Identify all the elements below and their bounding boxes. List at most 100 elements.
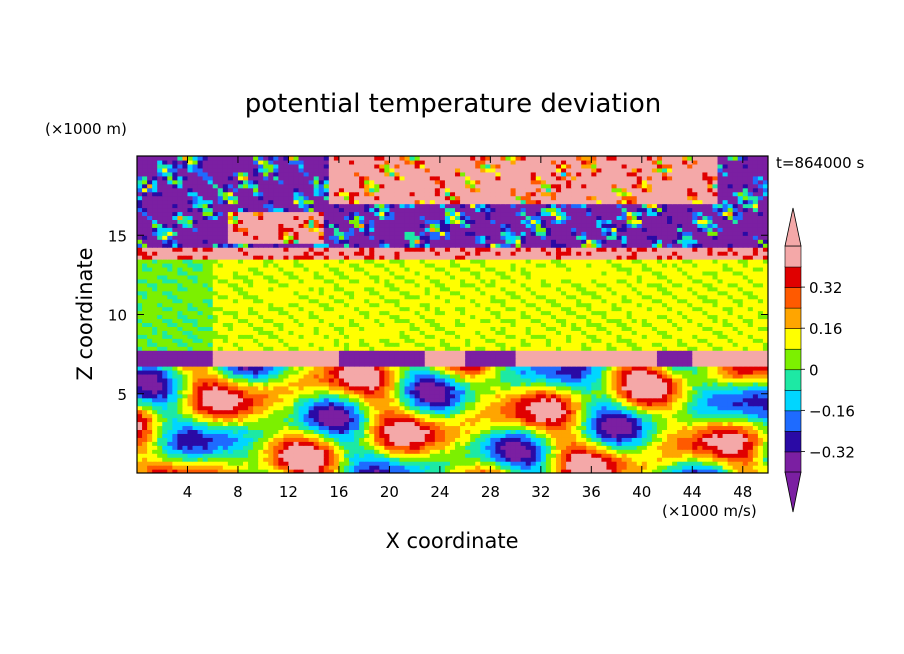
heatmap-cell [384, 461, 390, 466]
heatmap-cell [207, 334, 214, 339]
heatmap-cell [248, 397, 254, 403]
heatmap-cell [182, 326, 189, 331]
heatmap-cell [732, 413, 739, 419]
heatmap-cell [606, 318, 613, 324]
heatmap-cell [414, 342, 421, 347]
heatmap-cell [278, 409, 284, 415]
heatmap-cell [530, 401, 537, 407]
heatmap-cell [631, 433, 638, 438]
heatmap-cell [258, 453, 264, 458]
heatmap-cell [323, 322, 330, 327]
heatmap-cell [202, 449, 209, 454]
heatmap-cell [429, 421, 436, 427]
heatmap-cell [515, 338, 522, 343]
heatmap-cell [248, 469, 254, 473]
heatmap-cell [202, 401, 209, 407]
heatmap-cell [555, 417, 562, 423]
heatmap-cell [374, 342, 380, 347]
heatmap-cell [470, 373, 476, 379]
heatmap-cell [212, 393, 219, 399]
heatmap-cell [636, 334, 643, 339]
heatmap-cell [732, 338, 739, 343]
heatmap-cell [374, 354, 380, 359]
heatmap-cell [571, 437, 577, 442]
heatmap-cell [278, 377, 284, 383]
heatmap-cell [555, 314, 562, 320]
heatmap-cell [187, 433, 194, 438]
heatmap-cell [449, 381, 456, 387]
heatmap-cell [237, 377, 244, 383]
heatmap-cell [682, 421, 688, 427]
heatmap-cell [530, 362, 537, 367]
heatmap-cell [591, 385, 597, 391]
heatmap-cell [636, 469, 643, 473]
heatmap-cell [278, 449, 284, 454]
heatmap-cell [682, 453, 688, 458]
heatmap-cell [328, 449, 335, 454]
heatmap-cell [182, 401, 189, 407]
heatmap-cell [747, 397, 754, 403]
heatmap-cell [475, 461, 481, 466]
heatmap-cell [313, 409, 320, 415]
heatmap-cell [566, 358, 572, 363]
heatmap-cell [207, 369, 214, 375]
heatmap-cell [697, 385, 703, 391]
heatmap-cell [222, 401, 229, 407]
heatmap-cell [162, 457, 168, 462]
heatmap-cell [586, 457, 592, 462]
heatmap-cell [672, 334, 678, 339]
heatmap-cell [333, 385, 340, 391]
heatmap-cell [500, 453, 507, 458]
heatmap-cell [323, 401, 330, 407]
heatmap-cell [414, 413, 421, 419]
heatmap-cell [354, 457, 360, 462]
heatmap-cell [500, 350, 507, 355]
heatmap-cell [490, 346, 497, 351]
heatmap-cell [449, 318, 456, 324]
heatmap-cell [374, 314, 380, 320]
heatmap-cell [278, 405, 284, 411]
heatmap-cell [717, 409, 724, 415]
heatmap-cell [636, 373, 643, 379]
heatmap-cell [717, 346, 724, 351]
heatmap-cell [192, 381, 199, 387]
heatmap-cell [520, 461, 527, 466]
heatmap-cell [757, 457, 764, 462]
heatmap-cell [409, 369, 416, 375]
heatmap-cell [586, 397, 592, 403]
heatmap-cell [222, 346, 229, 351]
heatmap-cell [409, 326, 416, 331]
heatmap-cell [394, 401, 401, 407]
heatmap-cell [631, 318, 638, 324]
heatmap-cell [248, 401, 254, 407]
heatmap-cell [212, 401, 219, 407]
heatmap-cell [227, 453, 234, 458]
heatmap-cell [631, 338, 638, 343]
heatmap-cell [677, 405, 683, 411]
heatmap-cell [646, 369, 653, 375]
heatmap-cell [591, 417, 597, 423]
heatmap-cell [621, 377, 628, 383]
heatmap-cell [530, 330, 537, 335]
heatmap-cell [167, 326, 173, 331]
heatmap-cell [283, 401, 290, 407]
heatmap-cell [682, 358, 688, 363]
heatmap-cell [288, 445, 295, 450]
heatmap-cell [248, 326, 254, 331]
heatmap-cell [379, 401, 385, 407]
heatmap-cell [419, 469, 426, 473]
heatmap-cell [530, 449, 537, 454]
heatmap-cell [752, 413, 759, 419]
heatmap-cell [490, 385, 497, 391]
heatmap-cell [197, 441, 204, 446]
heatmap-cell [157, 413, 163, 419]
heatmap-cell [571, 314, 577, 320]
heatmap-cell [707, 469, 714, 473]
heatmap-cell [732, 449, 739, 454]
heatmap-cell [702, 449, 709, 454]
heatmap-cell [737, 346, 744, 351]
heatmap-cell [444, 425, 451, 431]
heatmap-cell [359, 373, 365, 379]
heatmap-cell [207, 421, 214, 427]
heatmap-cell [283, 354, 290, 359]
